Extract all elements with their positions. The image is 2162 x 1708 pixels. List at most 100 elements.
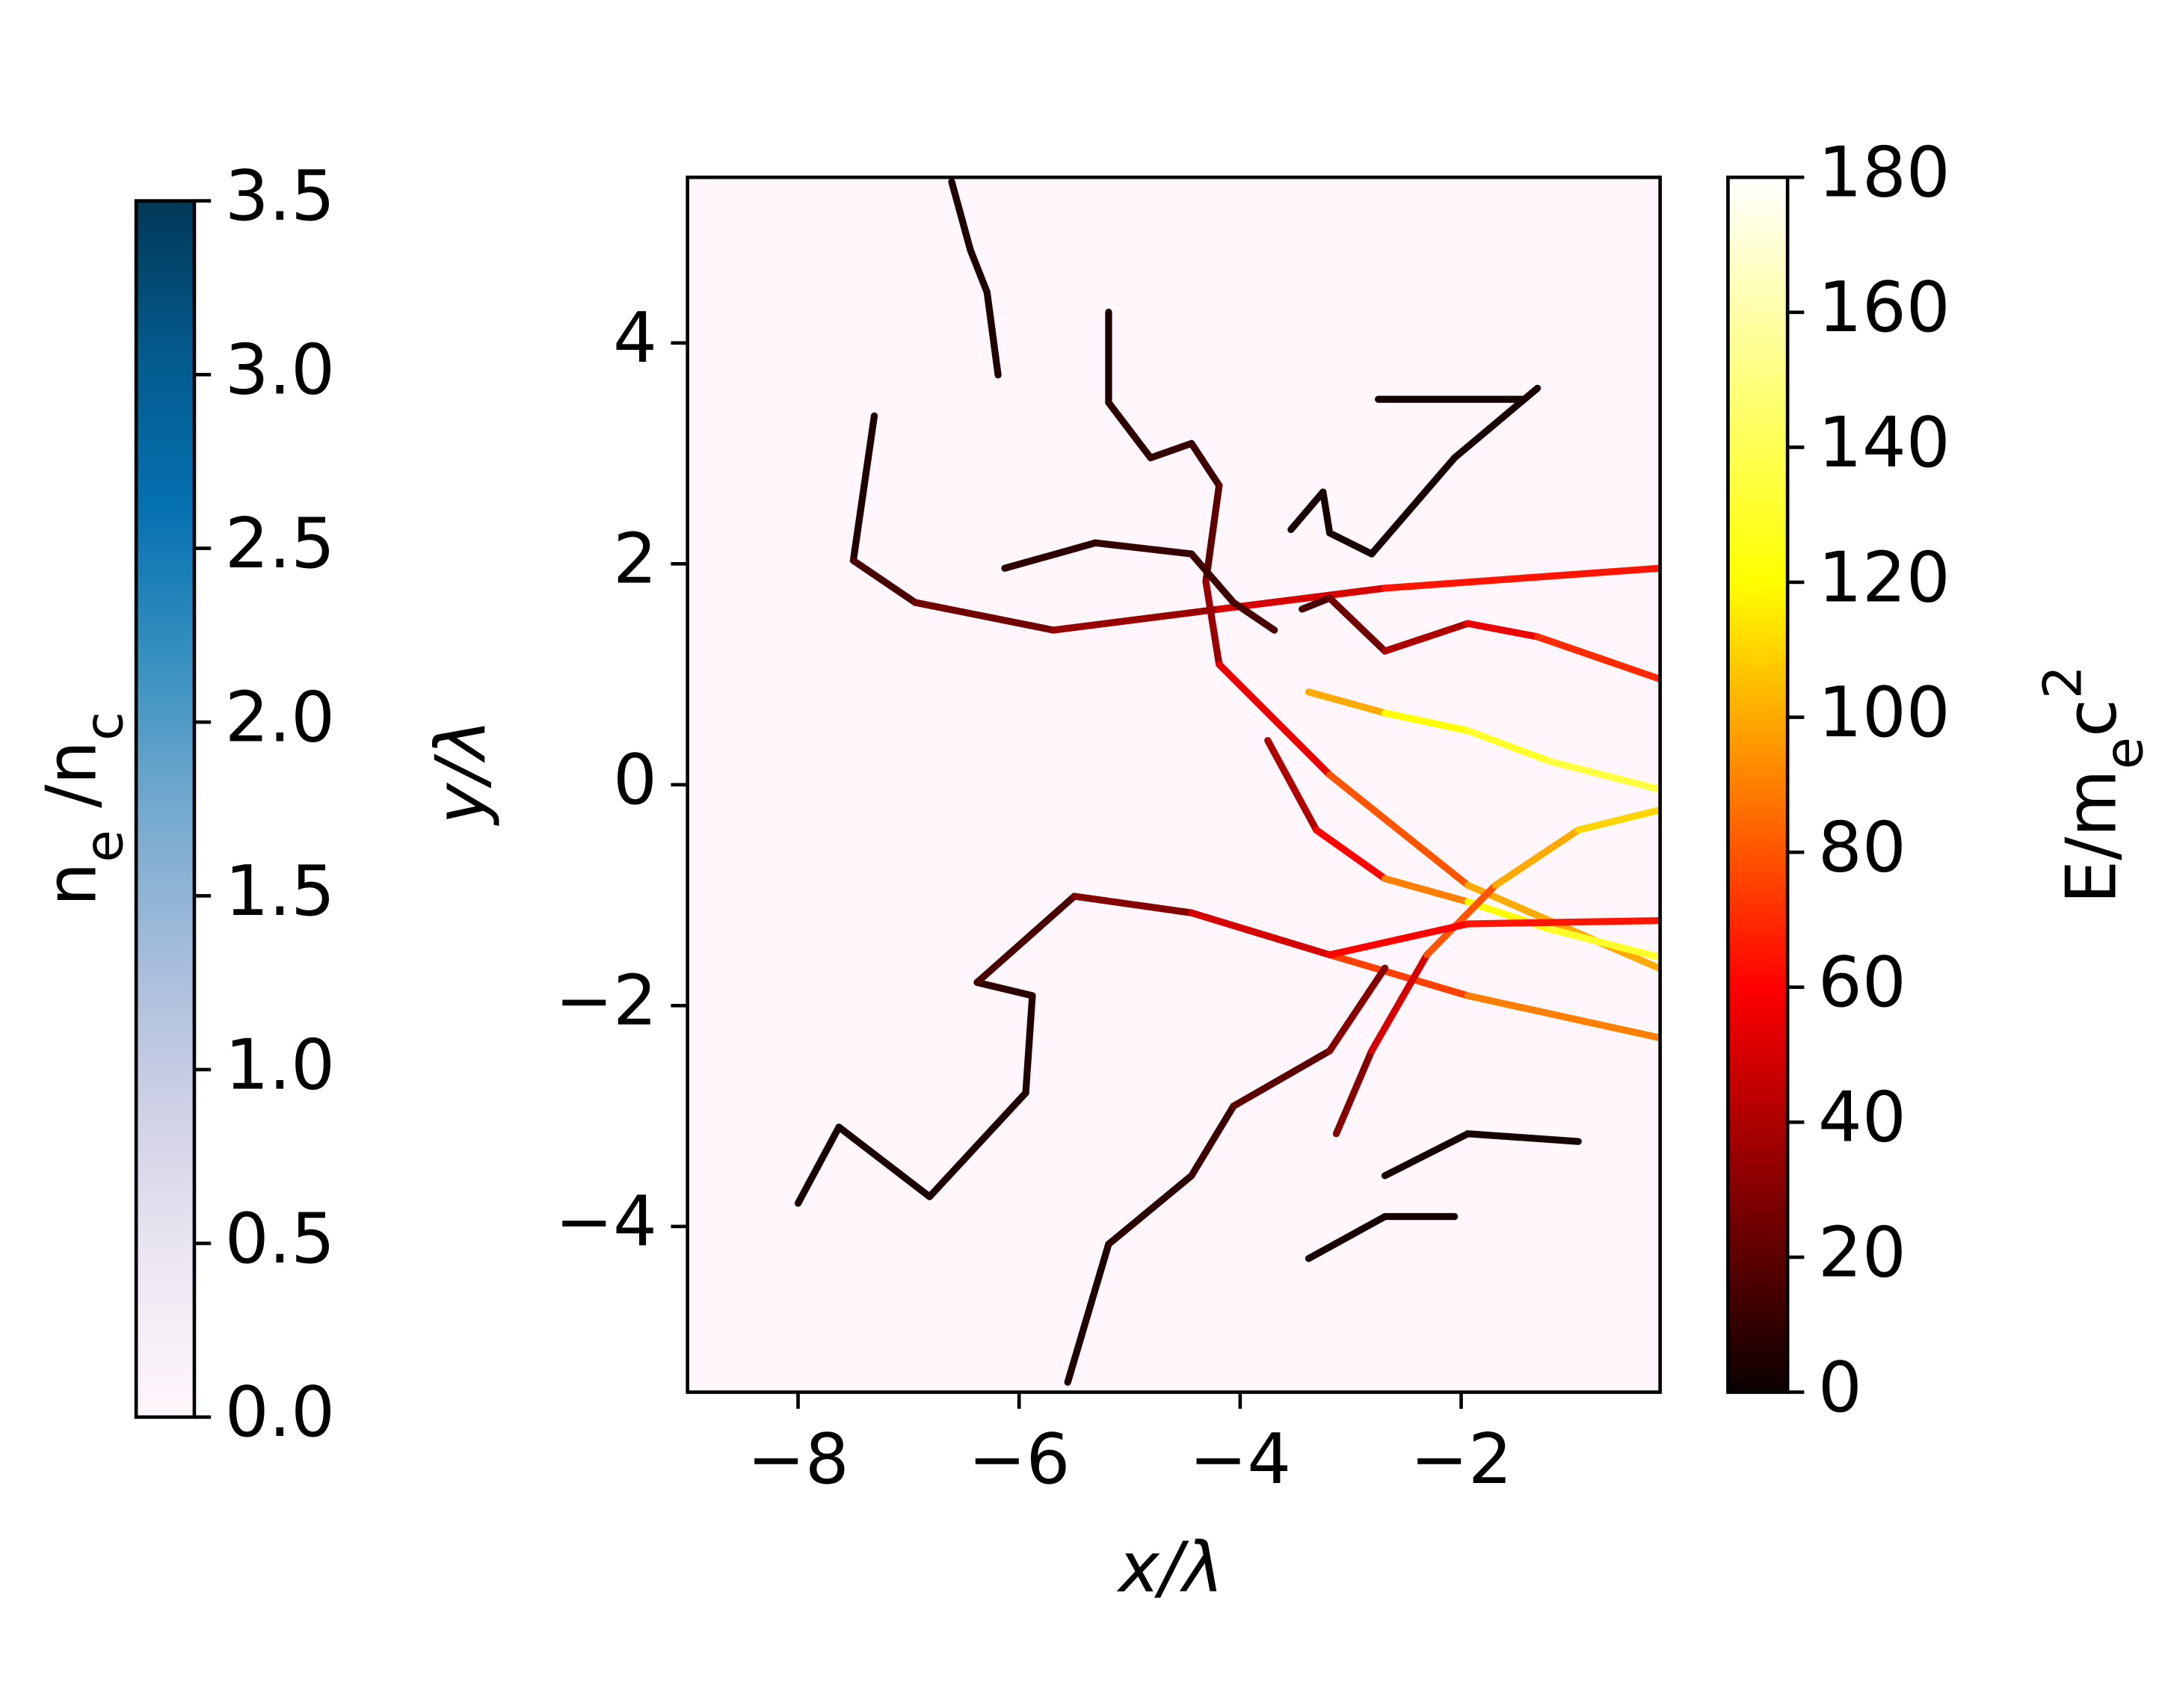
trajectory-segment <box>967 247 991 296</box>
colorbar-tick-label: 2.0 <box>225 676 335 757</box>
y-tick-label: 4 <box>613 297 657 378</box>
trajectory-segment <box>1547 758 1660 793</box>
colorbar-tick-label: 40 <box>1818 1077 1906 1158</box>
y-tick-label: −4 <box>555 1181 657 1262</box>
label-part: c <box>73 712 135 741</box>
colorbar-tick-label: 160 <box>1818 267 1950 348</box>
colorbar-tick-label: 3.0 <box>225 330 335 410</box>
colorbar-tick-label: 1.0 <box>225 1024 335 1105</box>
trajectory-segment <box>1001 539 1099 572</box>
trajectory-segment <box>1423 881 1499 959</box>
trajectory-segment <box>1287 488 1327 534</box>
trajectory-segment <box>1491 826 1582 889</box>
trajectory-segment <box>1368 951 1431 1055</box>
trajectory-segment <box>1105 398 1154 462</box>
label-part: n <box>31 863 112 907</box>
trajectory-segment <box>1325 594 1389 655</box>
trajectory-segment <box>1325 529 1376 558</box>
trajectory-segment <box>1381 620 1472 655</box>
label-part: c <box>2051 699 2132 737</box>
x-tick-label: −8 <box>747 1419 849 1499</box>
trajectory-segment <box>1188 440 1223 490</box>
trajectory-segment <box>1464 727 1554 765</box>
trajectory-segment <box>1464 992 1660 1041</box>
colorbar-tick-label: 3.5 <box>225 155 335 236</box>
trajectory-segment <box>835 1123 934 1200</box>
trajectory-segment <box>1305 1212 1389 1262</box>
trajectory-segment <box>1022 992 1036 1097</box>
trajectory-segment <box>794 1123 843 1207</box>
label-part: E/m <box>2051 769 2132 904</box>
trajectory-segment <box>1325 951 1472 999</box>
trajectory-segment <box>1202 578 1223 668</box>
trajectory-segment <box>1071 892 1195 916</box>
trajectory-segment <box>1050 605 1223 634</box>
x-tick-label: −2 <box>1410 1419 1512 1499</box>
trajectory-segment <box>1188 550 1237 606</box>
density-background <box>687 177 1660 1393</box>
colorbar-tick-label: 0.0 <box>225 1372 335 1452</box>
colorbar-tick-label: 80 <box>1818 807 1906 888</box>
label-part: e <box>73 830 135 862</box>
x-axis-label: x/λ <box>1116 1527 1224 1608</box>
trajectory-segment <box>1368 454 1459 558</box>
trajectory-segment <box>1464 620 1542 641</box>
colorbar-tick-label: 0.5 <box>225 1198 335 1279</box>
y-axis-label: y/λ <box>421 719 502 827</box>
trajectory-segment <box>983 289 1002 379</box>
colorbar-tick-label: 0 <box>1818 1347 1862 1428</box>
y-tick-label: 0 <box>613 739 657 820</box>
trajectory-segment <box>1299 594 1334 613</box>
label-part: 2 <box>2032 665 2093 699</box>
label-part: /n <box>31 741 112 830</box>
colorbar-tick-label: 60 <box>1818 942 1906 1023</box>
trajectory-segment <box>1381 1130 1472 1180</box>
colorbar-label: E/mec2 <box>2032 665 2155 904</box>
trajectory-segment <box>1325 920 1472 959</box>
trajectory-segment <box>1381 875 1472 906</box>
trajectory-segment <box>849 412 878 564</box>
trajectory-segment <box>1216 661 1334 779</box>
colorbar-tick-label: 100 <box>1818 672 1950 753</box>
trajectory-segment <box>1547 925 1660 961</box>
trajectory-segment <box>1091 539 1195 558</box>
trajectory-segment <box>1216 585 1389 613</box>
trajectory-segment <box>948 178 974 254</box>
y-tick-label: 2 <box>613 519 657 599</box>
colorbar-tick-label: 20 <box>1818 1212 1906 1292</box>
colorbar-tick-label: 180 <box>1818 132 1950 213</box>
label-part: e <box>2093 737 2155 769</box>
trajectory-segment <box>1064 1240 1112 1386</box>
trajectory-segment <box>1264 737 1320 834</box>
trajectory-segment <box>1332 1047 1376 1138</box>
trajectory-segment <box>1464 1130 1582 1145</box>
colorbar <box>1726 175 1790 1394</box>
trajectory-segment <box>1325 771 1472 889</box>
trajectories <box>794 178 1660 1386</box>
trajectory-segment <box>1381 709 1472 735</box>
trajectory-segment <box>1230 599 1278 634</box>
y-tick-label: −2 <box>555 961 657 1041</box>
trajectory-segment <box>1230 1047 1334 1110</box>
trajectory-segment <box>973 892 1078 986</box>
x-tick-label: −4 <box>1189 1419 1292 1499</box>
x-tick-label: −6 <box>968 1419 1071 1499</box>
trajectory-segment <box>1464 916 1660 928</box>
trajectory-segment <box>1202 481 1223 585</box>
colorbar-tick-label: 140 <box>1818 402 1950 483</box>
trajectory-segment <box>1325 964 1389 1055</box>
trajectory-segment <box>1533 633 1660 682</box>
trajectory-segment <box>1105 1172 1195 1248</box>
trajectory-segment <box>1188 909 1334 959</box>
trajectory-segment <box>1464 881 1660 972</box>
trajectory-segment <box>1305 688 1389 717</box>
colorbar-tick-label: 120 <box>1818 537 1950 617</box>
trajectory-segment <box>1313 826 1389 883</box>
trajectory-segment <box>911 599 1057 634</box>
trajectory-segment <box>849 557 919 606</box>
trajectory-segment <box>926 1089 1029 1200</box>
colorbar-tick-label: 1.5 <box>225 851 335 931</box>
trajectory-segment <box>1381 564 1660 592</box>
trajectory-segment <box>973 978 1036 999</box>
trajectory-segment <box>1319 488 1334 537</box>
